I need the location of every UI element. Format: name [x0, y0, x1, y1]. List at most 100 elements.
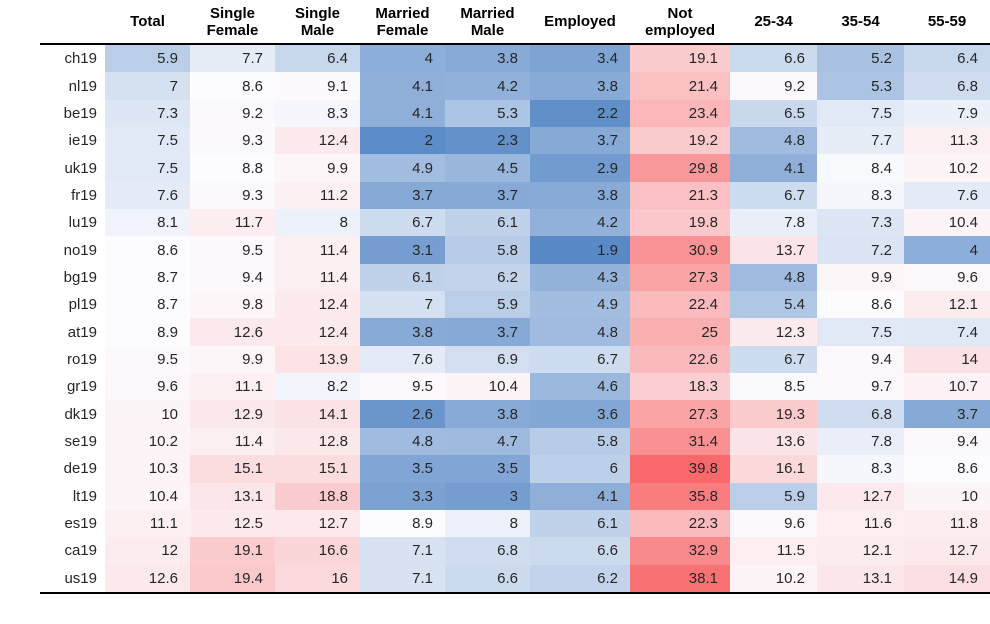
heatmap-cell-us19-single-female: 19.4 — [190, 564, 275, 592]
heatmap-cell-pl19-age-25-34: 5.4 — [730, 291, 817, 319]
heatmap-cell-pl19-total: 8.7 — [105, 291, 190, 319]
heatmap-cell-gr19-not-employed: 18.3 — [630, 373, 730, 401]
header-row: Total Single Female Single Male Married Female… — [40, 0, 990, 45]
table-row-nl19: nl19 7 8.6 9.1 4.1 4.2 3.8 21.4 9.2 5.3 6.8 — [40, 72, 990, 100]
heatmap-cell-lt19-married-female: 3.3 — [360, 482, 445, 510]
heatmap-cell-fr19-employed: 3.8 — [530, 181, 630, 210]
heatmap-cell-be19-single-female: 9.2 — [190, 99, 275, 128]
heatmap-cell-lt19-age-35-54: 12.7 — [817, 482, 904, 510]
row-label: fr19 — [40, 181, 105, 210]
heatmap-cell-fr19-age-25-34: 6.7 — [730, 181, 817, 210]
heatmap-cell-ch19-total: 5.9 — [105, 45, 190, 73]
heatmap-cell-ie19-single-female: 9.3 — [190, 127, 275, 155]
heatmap-cell-at19-single-male: 12.4 — [275, 318, 360, 346]
heatmap-cell-no19-age-35-54: 7.2 — [817, 236, 904, 264]
heatmap-cell-dk19-age-35-54: 6.8 — [817, 400, 904, 428]
table-row-gr19: gr19 9.6 11.1 8.2 9.5 10.4 4.6 18.3 8.5 9.7 10.7 — [40, 373, 990, 401]
heatmap-cell-ch19-not-employed: 19.1 — [630, 45, 730, 73]
heatmap-cell-nl19-married-male: 4.2 — [445, 72, 530, 100]
column-header-line: Female — [376, 21, 429, 39]
column-header-age-25-34: 25-34 — [730, 0, 817, 43]
heatmap-cell-es19-age-35-54: 11.6 — [817, 509, 904, 538]
heatmap-cell-se19-not-employed: 31.4 — [630, 427, 730, 456]
heatmap-cell-gr19-employed: 4.6 — [530, 373, 630, 401]
heatmap-cell-ro19-married-female: 7.6 — [360, 345, 445, 374]
row-label: dk19 — [40, 400, 105, 428]
heatmap-cell-no19-married-male: 5.8 — [445, 236, 530, 264]
table-row-de19: de19 10.3 15.1 15.1 3.5 3.5 6 39.8 16.1 8.3 8.6 — [40, 455, 990, 483]
heatmap-cell-pl19-age-35-54: 8.6 — [817, 291, 904, 319]
heatmap-cell-ch19-married-male: 3.8 — [445, 45, 530, 73]
heatmap-cell-us19-age-25-34: 10.2 — [730, 564, 817, 592]
heatmap-cell-uk19-single-male: 9.9 — [275, 154, 360, 182]
heatmap-cell-pl19-age-55-59: 12.1 — [904, 291, 990, 319]
heatmap-cell-pl19-not-employed: 22.4 — [630, 291, 730, 319]
column-header-employed: Employed — [530, 0, 630, 43]
heatmap-cell-se19-single-female: 11.4 — [190, 427, 275, 456]
heatmap-cell-bg19-single-female: 9.4 — [190, 263, 275, 292]
column-header-line: Male — [300, 21, 335, 39]
heatmap-cell-ro19-not-employed: 22.6 — [630, 345, 730, 374]
heatmap-cell-ca19-married-female: 7.1 — [360, 537, 445, 565]
table-row-ro19: ro19 9.5 9.9 13.9 7.6 6.9 6.7 22.6 6.7 9.4 14 — [40, 345, 990, 374]
heatmap-cell-no19-age-55-59: 4 — [904, 236, 990, 264]
heatmap-cell-ca19-not-employed: 32.9 — [630, 537, 730, 565]
heatmap-cell-ch19-age-55-59: 6.4 — [904, 45, 990, 73]
heatmap-cell-uk19-total: 7.5 — [105, 154, 190, 182]
row-label: ro19 — [40, 345, 105, 374]
table-row-es19: es19 11.1 12.5 12.7 8.9 8 6.1 22.3 9.6 11.6 11.8 — [40, 509, 990, 538]
heatmap-cell-us19-married-female: 7.1 — [360, 564, 445, 592]
heatmap-cell-pl19-employed: 4.9 — [530, 291, 630, 319]
row-label: us19 — [40, 564, 105, 592]
heatmap-cell-es19-married-male: 8 — [445, 509, 530, 538]
heatmap-cell-es19-married-female: 8.9 — [360, 509, 445, 538]
heatmap-cell-uk19-age-55-59: 10.2 — [904, 154, 990, 182]
heatmap-cell-dk19-single-female: 12.9 — [190, 400, 275, 428]
heatmap-cell-de19-single-female: 15.1 — [190, 455, 275, 483]
heatmap-cell-lt19-single-male: 18.8 — [275, 482, 360, 510]
heatmap-cell-at19-age-55-59: 7.4 — [904, 318, 990, 346]
heatmap-cell-dk19-single-male: 14.1 — [275, 400, 360, 428]
heatmap-cell-ie19-employed: 3.7 — [530, 127, 630, 155]
row-label: lt19 — [40, 482, 105, 510]
column-header-age-35-54: 35-54 — [817, 0, 904, 43]
heatmap-cell-ro19-single-male: 13.9 — [275, 345, 360, 374]
column-header-line: 35-54 — [841, 13, 880, 30]
heatmap-cell-es19-employed: 6.1 — [530, 509, 630, 538]
table-row-fr19: fr19 7.6 9.3 11.2 3.7 3.7 3.8 21.3 6.7 8.3 7.6 — [40, 181, 990, 210]
heatmap-cell-ch19-single-female: 7.7 — [190, 45, 275, 73]
heatmap-cell-at19-employed: 4.8 — [530, 318, 630, 346]
heatmap-cell-uk19-employed: 2.9 — [530, 154, 630, 182]
heatmap-cell-nl19-married-female: 4.1 — [360, 72, 445, 100]
heatmap-cell-dk19-not-employed: 27.3 — [630, 400, 730, 428]
row-label: gr19 — [40, 373, 105, 401]
heatmap-cell-fr19-not-employed: 21.3 — [630, 181, 730, 210]
heatmap-cell-ch19-single-male: 6.4 — [275, 45, 360, 73]
heatmap-cell-pl19-married-male: 5.9 — [445, 291, 530, 319]
heatmap-cell-ro19-age-35-54: 9.4 — [817, 345, 904, 374]
heatmap-cell-lu19-not-employed: 19.8 — [630, 209, 730, 237]
row-label: ca19 — [40, 537, 105, 565]
heatmap-cell-ch19-married-female: 4 — [360, 45, 445, 73]
heatmap-cell-bg19-age-55-59: 9.6 — [904, 263, 990, 292]
heatmap-cell-nl19-age-55-59: 6.8 — [904, 72, 990, 100]
heatmap-cell-de19-age-35-54: 8.3 — [817, 455, 904, 483]
row-label: ie19 — [40, 127, 105, 155]
heatmap-cell-be19-age-55-59: 7.9 — [904, 99, 990, 128]
heatmap-cell-es19-single-female: 12.5 — [190, 509, 275, 538]
heatmap-cell-gr19-single-male: 8.2 — [275, 373, 360, 401]
heatmap-cell-lu19-age-25-34: 7.8 — [730, 209, 817, 237]
heatmap-cell-lt19-total: 10.4 — [105, 482, 190, 510]
row-label: es19 — [40, 509, 105, 538]
heatmap-cell-es19-not-employed: 22.3 — [630, 509, 730, 538]
heatmap-cell-de19-married-female: 3.5 — [360, 455, 445, 483]
heatmap-cell-de19-age-55-59: 8.6 — [904, 455, 990, 483]
heatmap-cell-uk19-not-employed: 29.8 — [630, 154, 730, 182]
heatmap-cell-se19-total: 10.2 — [105, 427, 190, 456]
heatmap-cell-ie19-married-female: 2 — [360, 127, 445, 155]
column-header-not-employed: Not employed — [630, 0, 730, 43]
column-header-line: 55-59 — [927, 13, 967, 30]
table-row-no19: no19 8.6 9.5 11.4 3.1 5.8 1.9 30.9 13.7 7.2 4 — [40, 236, 990, 264]
heatmap-cell-be19-single-male: 8.3 — [275, 99, 360, 128]
heatmap-cell-be19-age-35-54: 7.5 — [817, 99, 904, 128]
